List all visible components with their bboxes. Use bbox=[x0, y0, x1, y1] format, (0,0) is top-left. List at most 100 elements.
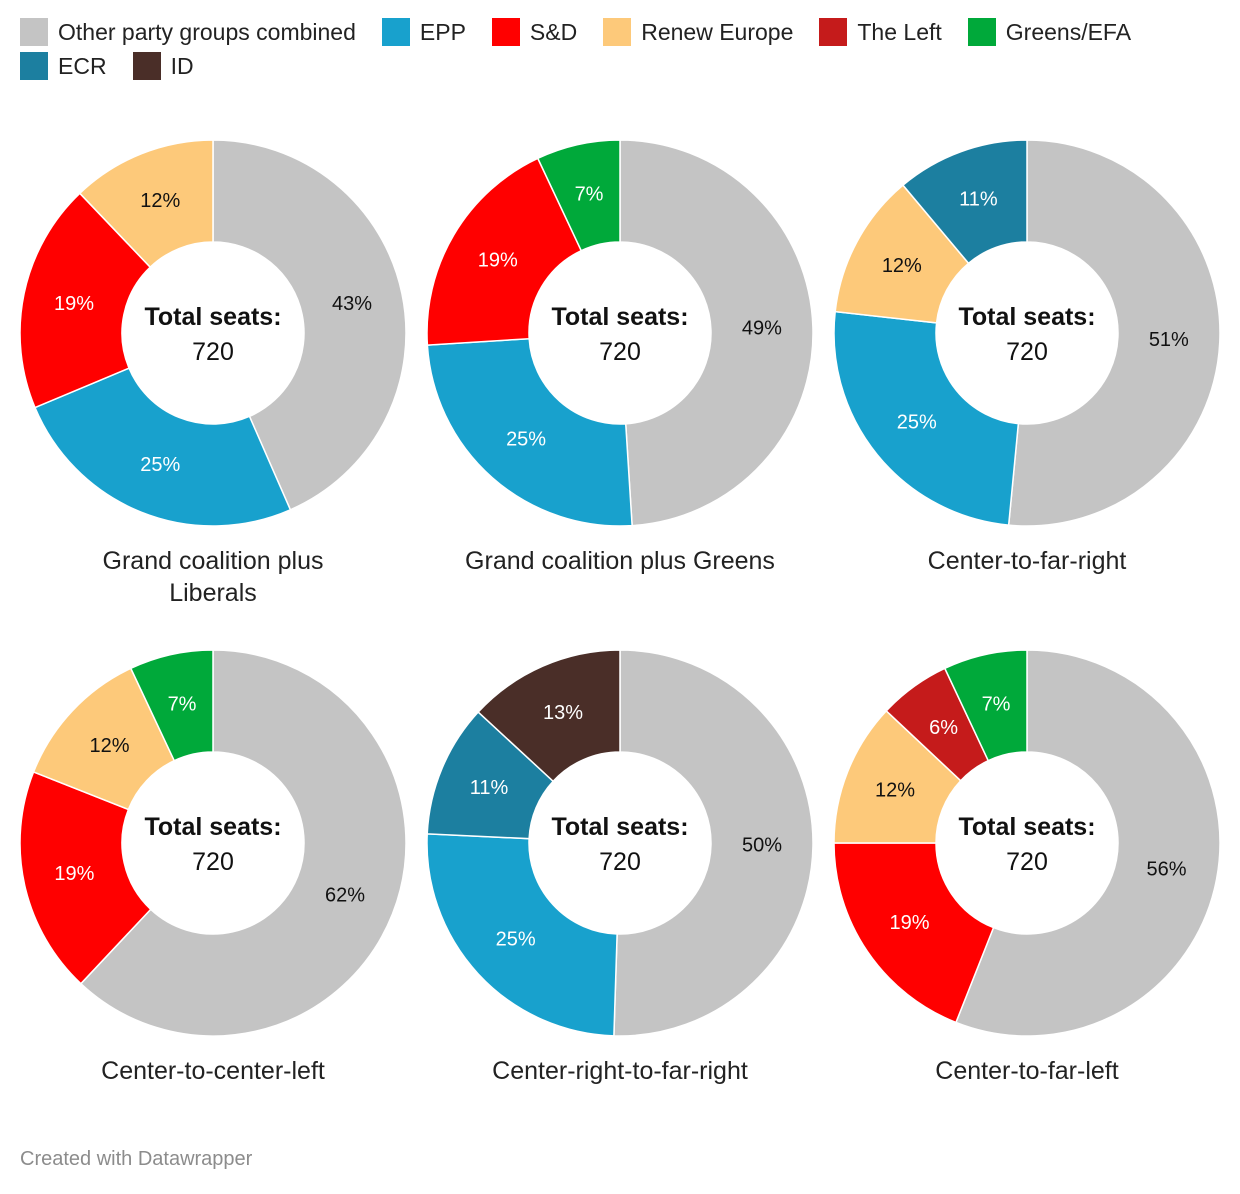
legend-item-renew: Renew Europe bbox=[603, 18, 793, 46]
legend-label: EPP bbox=[419, 18, 466, 45]
legend-item-left: The Left bbox=[819, 18, 942, 46]
donut-slice-renew bbox=[78, 139, 214, 269]
slice-label: 12% bbox=[882, 255, 922, 277]
slice-label: 56% bbox=[1146, 859, 1186, 881]
donut-slice-other bbox=[79, 649, 407, 1037]
legend-item-ecr: ECR bbox=[20, 52, 107, 80]
slice-label: 50% bbox=[742, 834, 782, 856]
donut-slice-other bbox=[212, 139, 407, 511]
legend-label: Other party groups combined bbox=[58, 18, 356, 45]
donut-chart-panel: 43% 25% 19% 12% Total seats: 720 Grand coaliti… bbox=[13, 133, 413, 613]
slice-label: 19% bbox=[890, 912, 930, 934]
donut-chart-panel: 51% 25% 12% 11% Total seats: 720 Center-to-far… bbox=[827, 133, 1227, 613]
chart-title: Center-to-far-right bbox=[927, 547, 1127, 575]
legend-label: ID bbox=[170, 52, 194, 79]
slice-label: 11% bbox=[470, 777, 509, 799]
legend-item-epp: EPP bbox=[381, 18, 466, 46]
legend-label: ECR bbox=[58, 52, 107, 79]
center-title: Total seats: bbox=[958, 303, 1095, 331]
slice-label: 19% bbox=[54, 293, 94, 315]
slice-label: 25% bbox=[496, 928, 536, 950]
slice-label: 11% bbox=[959, 189, 998, 211]
slice-label: 51% bbox=[1149, 329, 1189, 351]
donut-slice-sd bbox=[19, 192, 152, 409]
legend-label: S&D bbox=[529, 18, 578, 45]
slice-label: 25% bbox=[506, 429, 546, 451]
slice-label: 6% bbox=[929, 717, 958, 739]
donut-slice-sd bbox=[426, 157, 583, 346]
footer-credit: Created with Datawrapper bbox=[20, 1148, 253, 1170]
slice-label: 7% bbox=[168, 693, 197, 715]
donut-slice-other bbox=[613, 649, 814, 1037]
center-value: 720 bbox=[599, 848, 641, 876]
slice-label: 12% bbox=[89, 735, 129, 757]
chart-title: Grand coalition plus Greens bbox=[465, 547, 775, 575]
center-title: Total seats: bbox=[551, 813, 688, 841]
slice-label: 19% bbox=[54, 863, 94, 885]
center-title: Total seats: bbox=[551, 303, 688, 331]
donut-chart-panel: 56% 19% 12% 6% 7% Total seats: 720 Center-to-fa… bbox=[827, 643, 1227, 1123]
slice-label: 43% bbox=[332, 293, 372, 315]
donut-slice-epp bbox=[426, 833, 618, 1037]
donut-chart: 62% 19% 12% 7% Total seats: 720 bbox=[19, 649, 407, 1037]
legend: Other party groups combined EPP S&D Renew E… bbox=[20, 18, 1220, 80]
donut-chart: 51% 25% 12% 11% Total seats: 720 bbox=[833, 139, 1221, 527]
slice-label: 12% bbox=[140, 190, 180, 212]
legend-swatch bbox=[132, 52, 161, 80]
center-title: Total seats: bbox=[144, 813, 281, 841]
donut-slice-other bbox=[954, 649, 1221, 1037]
legend-item-id: ID bbox=[132, 52, 194, 80]
donut-slice-id bbox=[477, 649, 621, 783]
legend-swatch bbox=[819, 18, 848, 46]
legend-swatch bbox=[381, 18, 410, 46]
legend-swatch bbox=[20, 52, 48, 80]
center-title: Total seats: bbox=[144, 303, 281, 331]
donut-chart: 50% 25% 11% 13% Total seats: 720 bbox=[426, 649, 814, 1037]
slice-label: 19% bbox=[478, 250, 518, 272]
legend-item-greens: Greens/EFA bbox=[967, 18, 1132, 46]
donut-slice-epp bbox=[833, 310, 1020, 526]
donut-chart-panel: 49% 25% 19% 7% Total seats: 720 Grand coalitio… bbox=[420, 133, 820, 613]
donut-chart: 43% 25% 19% 12% Total seats: 720 bbox=[19, 139, 407, 527]
legend-swatch bbox=[20, 18, 48, 46]
legend-swatch bbox=[967, 18, 996, 46]
chart-title: Center-right-to-far-right bbox=[492, 1057, 748, 1085]
legend-swatch bbox=[491, 18, 520, 46]
donut-slice-other bbox=[1007, 139, 1221, 527]
legend-item-other: Other party groups combined bbox=[20, 18, 356, 46]
legend-label: Renew Europe bbox=[641, 18, 794, 45]
center-value: 720 bbox=[192, 338, 234, 366]
donut-slice-sd bbox=[833, 842, 995, 1024]
slice-label: 12% bbox=[875, 780, 915, 802]
slice-label: 49% bbox=[742, 318, 782, 340]
slice-label: 25% bbox=[140, 454, 180, 476]
slice-label: 13% bbox=[543, 702, 583, 724]
slice-label: 7% bbox=[982, 693, 1011, 715]
donut-slice-greens bbox=[943, 649, 1028, 762]
center-value: 720 bbox=[192, 848, 234, 876]
donut-slice-epp bbox=[426, 337, 633, 527]
chart-title: Grand coalition plus Liberals bbox=[102, 547, 324, 607]
donut-chart-panel: 62% 19% 12% 7% Total seats: 720 Center-to-cent… bbox=[13, 643, 413, 1123]
center-value: 720 bbox=[599, 338, 641, 366]
donut-chart: 56% 19% 12% 6% 7% Total seats: 720 bbox=[833, 649, 1221, 1037]
chart-title: Center-to-center-left bbox=[101, 1057, 325, 1085]
slice-label: 25% bbox=[897, 412, 937, 434]
donut-slice-sd bbox=[19, 770, 152, 985]
donut-chart-panel: 50% 25% 11% 13% Total seats: 720 Center-right-… bbox=[420, 643, 820, 1123]
center-title: Total seats: bbox=[958, 813, 1095, 841]
donut-chart: 49% 25% 19% 7% Total seats: 720 bbox=[426, 139, 814, 527]
legend-label: The Left bbox=[857, 18, 942, 45]
donut-slice-ecr bbox=[901, 139, 1028, 265]
donut-slice-greens bbox=[129, 649, 214, 762]
donut-slice-epp bbox=[34, 367, 292, 527]
donut-slice-greens bbox=[536, 139, 621, 252]
donut-slice-other bbox=[619, 139, 814, 527]
legend-swatch bbox=[603, 18, 632, 46]
legend-label: Greens/EFA bbox=[1005, 18, 1132, 45]
slice-label: 62% bbox=[325, 884, 365, 906]
chart-title: Center-to-far-left bbox=[935, 1057, 1119, 1085]
center-value: 720 bbox=[1006, 338, 1048, 366]
legend-item-sd: S&D bbox=[491, 18, 578, 46]
